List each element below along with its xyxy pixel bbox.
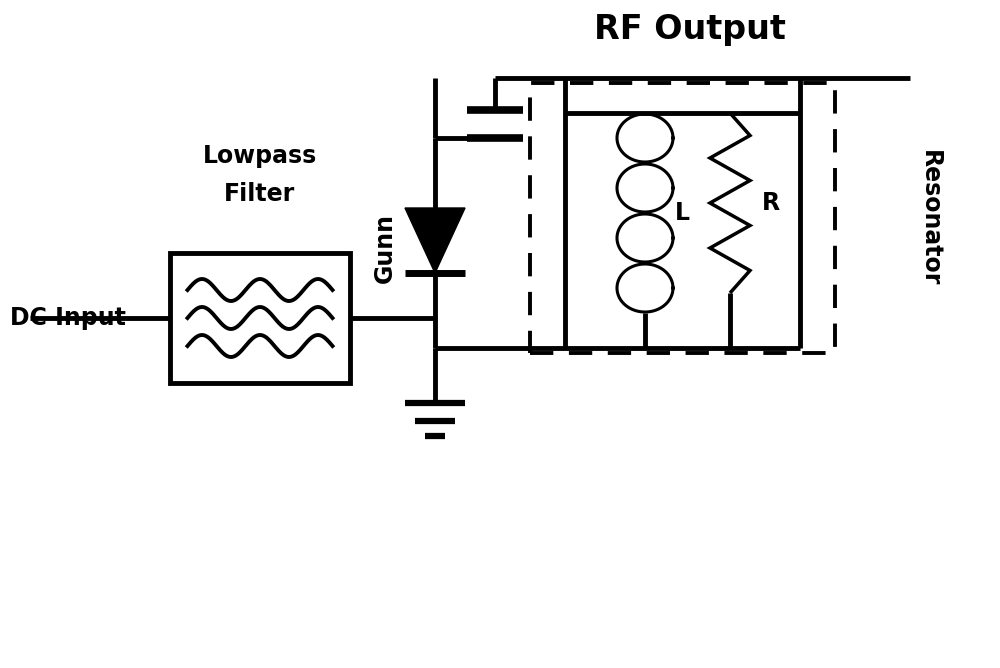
Text: R: R: [762, 191, 780, 215]
Text: Filter: Filter: [224, 182, 296, 206]
Text: Resonator: Resonator: [918, 150, 942, 286]
Text: DC Input: DC Input: [10, 306, 126, 330]
Bar: [530, 83, 835, 353]
Text: Gunn: Gunn: [373, 213, 397, 283]
Text: L: L: [675, 201, 690, 225]
Bar: [170, 253, 350, 383]
Text: RF Output: RF Output: [594, 13, 786, 46]
Text: Lowpass: Lowpass: [203, 144, 317, 168]
Polygon shape: [405, 208, 465, 273]
